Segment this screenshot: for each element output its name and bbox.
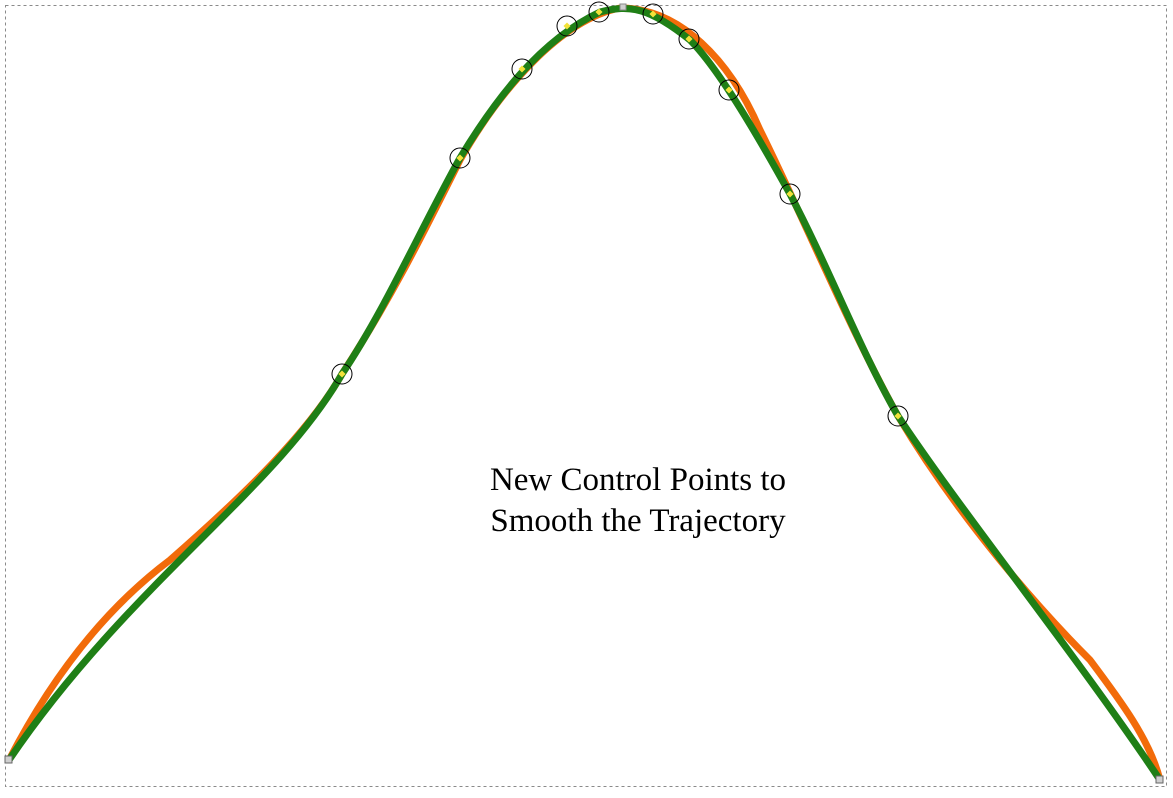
diagram-caption: New Control Points to Smooth the Traject…: [428, 460, 848, 542]
control-point-ring: [511, 58, 533, 80]
peak-anchor[interactable]: [619, 3, 627, 11]
control-point[interactable]: [588, 1, 610, 23]
control-point-ring: [449, 147, 471, 169]
control-point-marker: [338, 370, 346, 378]
control-point-marker: [563, 22, 571, 30]
caption-line-1: New Control Points to: [489, 462, 787, 498]
control-point[interactable]: [511, 58, 533, 80]
endpoint-anchors: [4, 3, 1164, 784]
control-point[interactable]: [642, 3, 664, 25]
control-point-ring: [331, 363, 353, 385]
control-point[interactable]: [678, 28, 700, 50]
selection-frame: [5, 5, 1167, 787]
control-point-marker: [649, 10, 657, 18]
control-point[interactable]: [331, 363, 353, 385]
control-point-marker: [595, 8, 603, 16]
end-anchor[interactable]: [1155, 775, 1164, 784]
smoothed-trajectory-curve: [5, 4, 1164, 784]
control-point[interactable]: [779, 183, 801, 205]
control-point-marker: [518, 65, 526, 73]
control-point-ring: [678, 28, 700, 50]
control-point-ring: [779, 183, 801, 205]
control-point-marker: [786, 190, 794, 198]
control-point-ring: [887, 405, 909, 427]
control-point[interactable]: [718, 79, 740, 101]
control-point-marker: [725, 86, 733, 94]
control-point-ring: [588, 1, 610, 23]
control-point-ring: [718, 79, 740, 101]
control-point-ring: [556, 15, 578, 37]
control-point-marker: [685, 35, 693, 43]
start-anchor[interactable]: [4, 755, 13, 764]
new-control-points: [331, 1, 909, 427]
control-point[interactable]: [887, 405, 909, 427]
control-point-ring: [642, 3, 664, 25]
control-point[interactable]: [556, 15, 578, 37]
control-point-marker: [456, 154, 464, 162]
control-point[interactable]: [449, 147, 471, 169]
control-point-marker: [894, 412, 902, 420]
original-trajectory-curve: [5, 4, 1164, 784]
caption-line-2: Smooth the Trajectory: [490, 503, 786, 539]
